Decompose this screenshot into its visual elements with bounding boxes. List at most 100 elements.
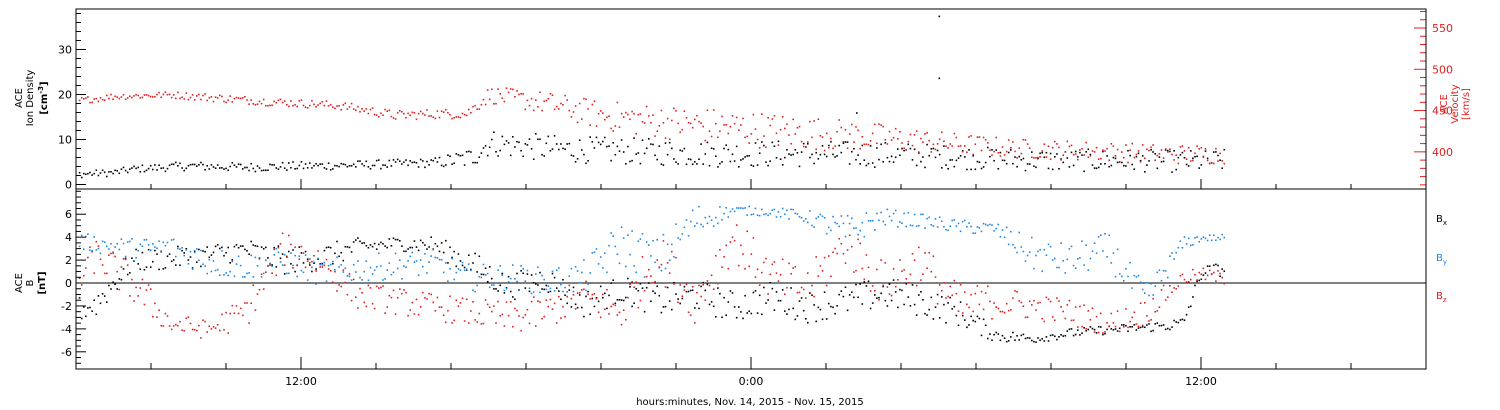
- bx-point: [1150, 330, 1152, 333]
- velocity-point: [830, 137, 832, 140]
- ion-density-point: [359, 160, 361, 162]
- by-point: [794, 212, 797, 215]
- bz-point: [219, 329, 221, 332]
- bz-point: [972, 310, 974, 313]
- velocity-point: [212, 100, 215, 103]
- ion-density-point: [1206, 157, 1209, 160]
- bz-point: [683, 289, 686, 291]
- bx-point: [497, 290, 499, 292]
- ion-density-point: [650, 143, 652, 145]
- bx-point: [445, 239, 447, 242]
- by-point: [1043, 248, 1046, 251]
- bx-point: [422, 241, 424, 244]
- velocity-point: [185, 92, 188, 94]
- by-point: [848, 222, 851, 225]
- bx-point: [924, 312, 926, 315]
- by-point: [825, 232, 828, 235]
- ion-density-point: [336, 165, 338, 167]
- ion-density-point: [832, 153, 834, 156]
- bx-point: [463, 266, 466, 269]
- by-point: [455, 271, 458, 274]
- bz-point: [637, 306, 640, 309]
- bz-point: [384, 312, 386, 314]
- ion-density-point: [869, 145, 872, 147]
- by-point: [645, 241, 648, 243]
- velocity-point: [453, 116, 455, 119]
- ion-density-point: [570, 154, 573, 157]
- ion-density-point: [262, 169, 265, 172]
- bz-point: [342, 269, 345, 271]
- velocity-point: [694, 118, 696, 121]
- bz-point: [1190, 278, 1192, 281]
- velocity-point: [85, 97, 87, 99]
- bz-point: [344, 281, 347, 284]
- bx-point: [838, 293, 840, 296]
- velocity-point: [118, 97, 121, 100]
- bz-point: [350, 299, 353, 302]
- bx-point: [746, 312, 748, 314]
- bz-point: [541, 317, 543, 320]
- velocity-point: [375, 114, 378, 116]
- bz-point: [260, 273, 263, 276]
- bx-point: [643, 310, 646, 313]
- by-point: [970, 225, 972, 228]
- bz-point: [880, 259, 882, 261]
- velocity-point: [570, 116, 573, 118]
- bx-point: [719, 292, 721, 295]
- ion-density-point: [1033, 165, 1035, 167]
- by-point: [945, 228, 947, 231]
- bx-point: [363, 242, 365, 244]
- bx-point: [1133, 324, 1136, 326]
- by-point: [765, 213, 767, 215]
- ion-density-point: [932, 147, 935, 150]
- bx-point: [407, 248, 409, 250]
- ion-density-point: [1162, 160, 1165, 163]
- by-point: [1154, 285, 1156, 287]
- ion-density-point: [214, 167, 217, 169]
- velocity-point: [643, 122, 646, 124]
- bz-point: [367, 284, 370, 287]
- ion-density-point: [160, 167, 162, 170]
- bz-point: [1024, 316, 1027, 319]
- bz-point: [928, 251, 930, 254]
- bz-point: [262, 288, 265, 290]
- velocity-point: [844, 129, 847, 131]
- ion-density-point: [955, 159, 958, 162]
- ion-density-point: [277, 168, 280, 170]
- ion-density-point: [894, 156, 897, 159]
- by-point: [861, 221, 864, 224]
- by-point: [528, 287, 531, 290]
- ion-density-point: [926, 143, 928, 146]
- velocity-point: [355, 109, 357, 112]
- by-point: [685, 219, 688, 221]
- bx-point: [604, 292, 606, 295]
- ion-density-point: [838, 144, 840, 147]
- bz-point: [1125, 308, 1127, 310]
- ion-density-point: [899, 154, 901, 157]
- bz-point: [602, 293, 604, 296]
- bz-point: [470, 310, 472, 312]
- bx-point: [662, 306, 665, 308]
- ion-density-point: [424, 166, 426, 169]
- bx-point: [805, 318, 807, 320]
- bx-point: [1047, 340, 1050, 342]
- bx-point: [1185, 313, 1188, 316]
- by-point: [1183, 236, 1186, 238]
- bx-point: [735, 316, 738, 319]
- bz-point: [719, 248, 721, 251]
- ion-density-point: [522, 155, 524, 158]
- by-point: [629, 253, 631, 256]
- bx-point: [116, 288, 118, 290]
- velocity-point: [934, 148, 937, 151]
- ion-density-point: [704, 153, 707, 155]
- bx-point: [1093, 328, 1096, 331]
- velocity-point: [300, 99, 303, 101]
- by-point: [1102, 250, 1104, 252]
- ion-density-point: [474, 161, 476, 164]
- bz-point: [426, 298, 428, 300]
- velocity-point: [781, 116, 784, 118]
- bx-point: [135, 248, 137, 251]
- velocity-point: [486, 89, 489, 91]
- ion-density-point: [541, 153, 543, 156]
- ion-density-point: [629, 160, 631, 163]
